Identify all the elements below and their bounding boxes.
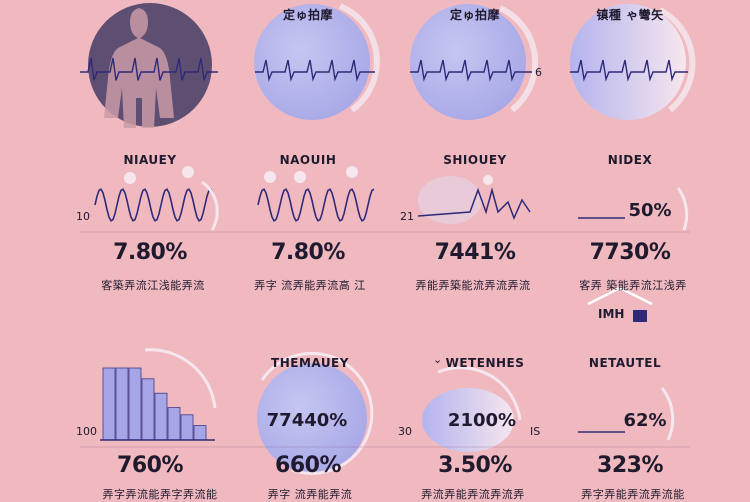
house-door-icon <box>633 310 647 322</box>
metric-3-title: SHIOUEY <box>443 153 507 167</box>
metric-8-inner-value: 62% <box>623 410 667 431</box>
metric-7-arc <box>437 366 522 421</box>
metric-1-caption: 客築弄流江浅能弄流 <box>101 279 205 292</box>
metric-6-arc <box>260 351 374 475</box>
metric-8-arc <box>660 387 675 441</box>
metric-7-title: WETENHES <box>445 356 525 370</box>
panel-3-side-label: 6 <box>535 66 542 79</box>
histogram-bar-4 <box>154 392 168 441</box>
panel-3-circle <box>410 4 526 120</box>
wave-line-2 <box>257 188 375 222</box>
histogram-bar-2 <box>128 367 142 441</box>
metric-3-caption: 弄能弄築能流弄流弄流 <box>415 279 531 292</box>
metric-6-circle <box>257 363 367 473</box>
metric-8-caption: 弄字弄能弄流弄流能 <box>581 488 685 501</box>
histogram-bar-7 <box>193 425 207 441</box>
metric-4-value: 7730% <box>589 240 671 265</box>
house-roof-icon <box>587 286 653 306</box>
metric-2-title: NAOUIH <box>279 153 337 167</box>
metric-1-title: NIAUEY <box>123 153 177 167</box>
metric-8-value: 323% <box>597 453 663 478</box>
metric-8-title: NETAUTEL <box>588 356 662 370</box>
panel-4-arc <box>658 7 696 113</box>
ecg-line-3 <box>410 59 532 82</box>
panel-3-title: 定ゅ拍摩 <box>449 8 500 22</box>
histogram-bar-1 <box>115 367 129 441</box>
metric-3-trend-line <box>417 187 531 220</box>
metric-6-inner-value: 77440% <box>266 410 348 431</box>
chevron-down-icon: ⌄ <box>433 353 443 366</box>
wave-1-dot-1 <box>182 166 194 178</box>
histogram-bar-3 <box>141 378 155 441</box>
human-silhouette-icon <box>104 8 174 128</box>
panel-2-title: 定ゅ拍摩 <box>282 8 333 22</box>
metric-7-side-label: 30 <box>398 425 412 438</box>
metric-7-caption: 弄流弄能弄流弄流弄 <box>421 488 525 501</box>
metric-2-caption: 弄字 流弄能弄流高 江 <box>254 279 366 292</box>
wave-1-dot-0 <box>124 172 136 184</box>
metric-3-bubble <box>418 176 482 224</box>
metric-3-side-label: 21 <box>400 210 414 223</box>
metric-7-inner-value: 2100% <box>447 410 517 431</box>
panel-3-arc <box>498 5 539 113</box>
metric-7-side-label-right: IS <box>530 425 541 438</box>
wave-1-arc <box>201 180 219 231</box>
metric-4-arc <box>676 187 689 231</box>
metric-6-value: 660% <box>275 453 341 478</box>
histogram-bar-0 <box>102 367 116 441</box>
histogram-bar-5 <box>167 407 181 441</box>
metric-7-bubble <box>422 388 514 452</box>
metric-5-caption: 弄字弄流能弄字弄流能 <box>102 488 218 501</box>
wave-2-dot-0 <box>264 171 276 183</box>
metric-1-value: 7.80% <box>113 240 187 265</box>
panel-2-circle <box>254 4 370 120</box>
panel-4-circle <box>570 4 686 120</box>
histogram-bar-6 <box>180 414 194 441</box>
histogram-side-label: 100 <box>76 425 97 438</box>
metric-2-value: 7.80% <box>271 240 345 265</box>
panel-4-title: 镇種 ゃ彎矢 <box>596 8 664 22</box>
metric-3-value: 7441% <box>434 240 516 265</box>
panel-2-arc <box>338 3 380 113</box>
metric-6-title: THEMAUEY <box>271 356 349 370</box>
wave-2-dot-1 <box>294 171 306 183</box>
metric-1-side-label: 10 <box>76 210 90 223</box>
metric-7-value: 3.50% <box>438 453 512 478</box>
wave-line-1 <box>94 188 218 222</box>
wave-2-dot-2 <box>346 166 358 178</box>
metric-6-caption: 弄字 流弄能弄流 <box>267 488 353 501</box>
metric-5-value: 760% <box>117 453 183 478</box>
house-label: IMH <box>598 307 625 321</box>
ecg-line-1 <box>80 57 218 81</box>
metric-4-inner-value: 50% <box>628 200 672 221</box>
metric-4-caption: 客弄 築能弄流江浅弄 <box>579 279 687 292</box>
metric-4-title: NIDEX <box>607 153 653 167</box>
ecg-line-4 <box>570 59 688 82</box>
histogram-arc <box>144 348 217 409</box>
ecg-line-2 <box>255 59 375 82</box>
metric-3-dot <box>483 175 493 185</box>
